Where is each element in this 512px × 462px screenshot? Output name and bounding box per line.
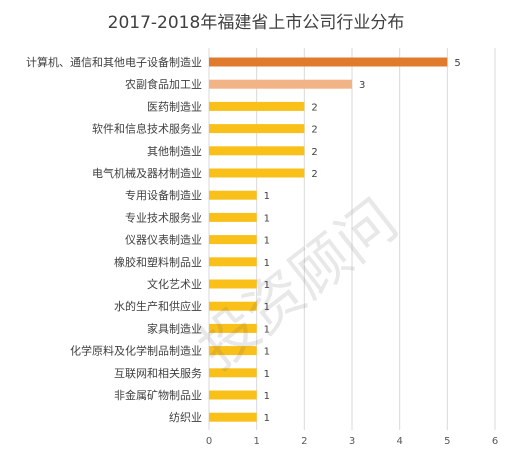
category-label: 医药制造业 — [147, 99, 202, 113]
bar — [209, 57, 448, 67]
bar — [209, 212, 257, 222]
data-label: 1 — [264, 347, 270, 358]
data-label: 3 — [359, 80, 365, 91]
x-tick-label: 1 — [253, 436, 259, 447]
bar — [209, 368, 257, 378]
bar — [209, 235, 257, 245]
data-label: 2 — [311, 169, 317, 180]
category-label: 软件和信息技术服务业 — [92, 122, 202, 136]
chart-title: 2017-2018年福建省上市公司行业分布 — [107, 13, 405, 33]
bar — [209, 101, 305, 111]
data-label: 1 — [264, 324, 270, 335]
category-label: 其他制造业 — [147, 144, 202, 158]
x-tick-label: 2 — [301, 436, 307, 447]
x-tick-label: 4 — [396, 436, 402, 447]
bar — [209, 146, 305, 156]
data-label: 1 — [264, 413, 270, 424]
data-label: 1 — [264, 302, 270, 313]
category-label: 水的生产和供应业 — [114, 299, 202, 313]
category-label: 专用设备制造业 — [125, 188, 202, 202]
bar — [209, 190, 257, 200]
bar — [209, 323, 257, 333]
data-label: 2 — [311, 125, 317, 136]
category-label: 仪器仪表制造业 — [125, 233, 202, 247]
bar — [209, 168, 305, 178]
category-label: 电气机械及器材制造业 — [92, 166, 202, 180]
x-tick-label: 5 — [444, 436, 450, 447]
x-tick-label: 3 — [349, 436, 355, 447]
data-label: 1 — [264, 236, 270, 247]
bar — [209, 346, 257, 356]
data-label: 1 — [264, 213, 270, 224]
category-label: 文化艺术业 — [147, 277, 202, 291]
category-label: 纺织业 — [169, 410, 202, 424]
data-label: 1 — [264, 191, 270, 202]
category-label: 农副食品加工业 — [125, 77, 202, 91]
data-label: 2 — [311, 102, 317, 113]
bar — [209, 279, 257, 289]
bar — [209, 124, 305, 134]
category-label: 专业技术服务业 — [125, 210, 202, 224]
category-label: 非金属矿物制品业 — [114, 388, 202, 402]
category-label: 互联网和相关服务 — [114, 366, 202, 380]
data-label: 2 — [311, 147, 317, 158]
data-label: 1 — [264, 369, 270, 380]
category-label: 家具制造业 — [147, 321, 202, 335]
bar — [209, 301, 257, 311]
data-label: 5 — [454, 58, 460, 69]
bar — [209, 412, 257, 422]
bar — [209, 257, 257, 267]
category-label: 计算机、通信和其他电子设备制造业 — [26, 55, 202, 69]
data-label: 1 — [264, 258, 270, 269]
x-tick-label: 6 — [492, 436, 498, 447]
category-label: 化学原料及化学制品制造业 — [70, 344, 202, 358]
category-label: 橡胶和塑料制品业 — [114, 255, 202, 269]
data-label: 1 — [264, 391, 270, 402]
bar — [209, 79, 352, 89]
data-label: 1 — [264, 280, 270, 291]
x-tick-label: 0 — [206, 436, 212, 447]
bar — [209, 390, 257, 400]
